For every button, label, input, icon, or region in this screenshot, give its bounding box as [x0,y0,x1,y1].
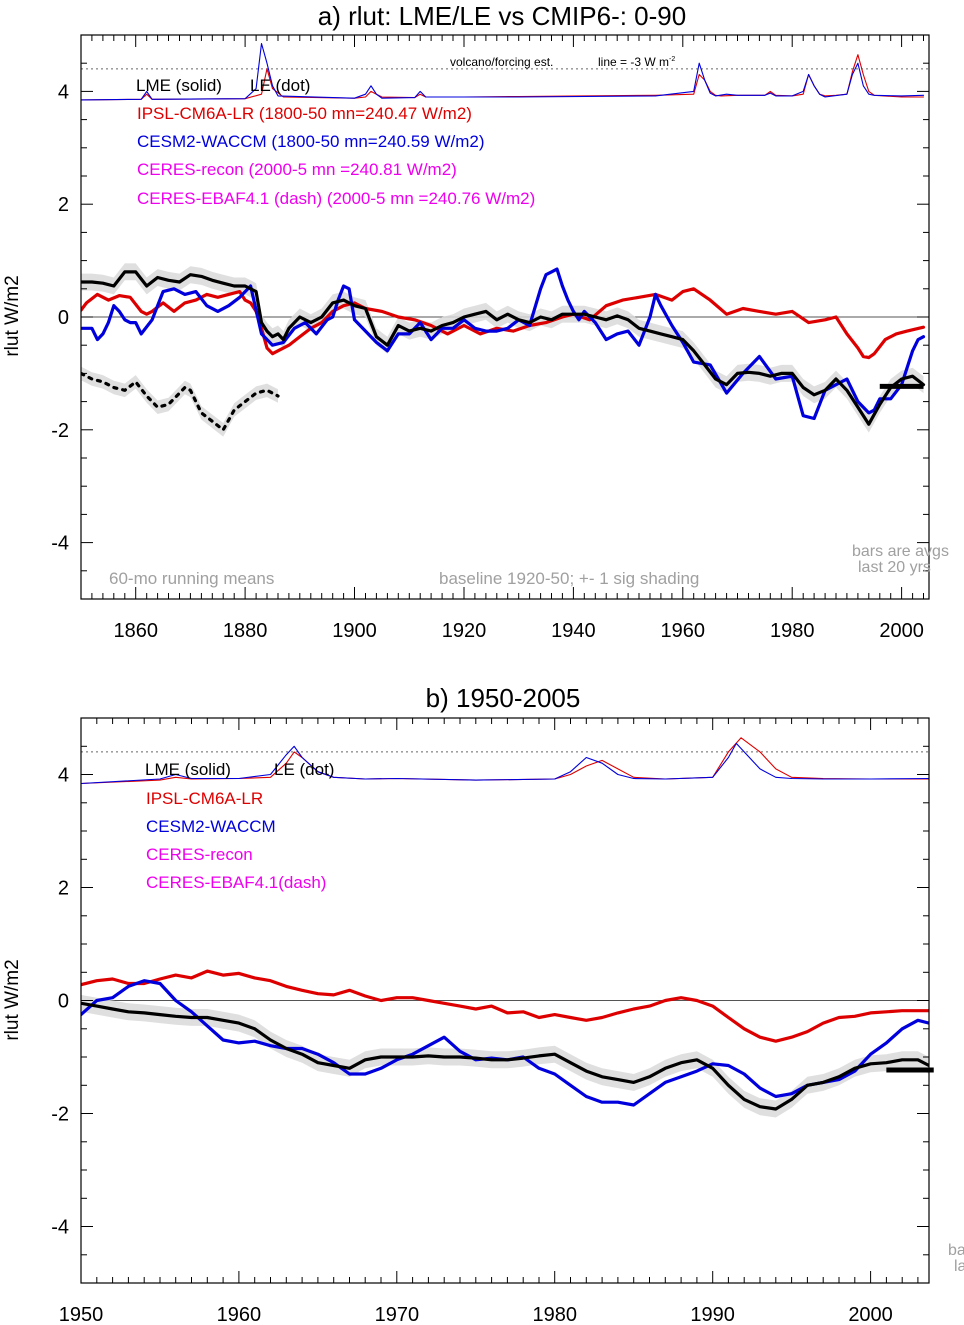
panel-b-title: b) 1950-2005 [426,683,581,713]
panel-a-volcano-note: volcano/forcing est. [450,55,553,69]
panel-b-ylabel: rlut W/m2 [2,959,23,1040]
panel-a-x-tick-labels: 1860 1880 1900 1920 1940 1960 1980 2000 [113,620,923,642]
legend-b-ipsl: IPSL-CM6A-LR [146,789,263,808]
panel-b-series-group [81,737,929,1118]
panel-a-line-note-sup: -2 [669,56,675,63]
y-tick-label: 2 [58,878,69,900]
series-line-cesm2-waccm [81,267,926,421]
x-tick-label: 1990 [690,1304,735,1325]
series-line-ipsl-cm6a-lr [81,969,929,1043]
y-tick-label: 4 [58,81,69,103]
y-tick-label: 0 [58,307,69,329]
panel-a-plot-area [81,42,929,437]
panel-a-title: a) rlut: LME/LE vs CMIP6-: 0-90 [318,1,686,31]
series-line-ipsl-cm6a-lr-volcano-forcing [81,737,929,785]
legend-a-ipsl: IPSL-CM6A-LR (1800-50 mn=240.47 W/m2) [137,104,472,123]
panel-b-bars-note-2: la [954,1258,964,1275]
panel-b-bars-note-1: ba [948,1242,964,1259]
x-tick-label: 1860 [113,620,158,642]
x-tick-label: 1960 [217,1304,262,1325]
y-tick-label: -4 [51,533,69,555]
legend-b-header-dot: LE (dot) [274,760,334,779]
panel-a-line-note: line = -3 W m-2 [598,55,675,69]
y-tick-label: 2 [58,194,69,216]
series-line-lme [81,270,926,426]
legend-a-ceres-recon: CERES-recon (2000-5 mn =240.81 W/m2) [137,160,457,179]
series-line-le [81,371,280,432]
panel-a-baseline-note: baseline 1920-50; +- 1 sig shading [439,569,699,588]
x-tick-label: 2000 [879,620,924,642]
panel-a-ticks [81,34,929,600]
legend-a-cesm2: CESM2-WACCM (1800-50 mn=240.59 W/m2) [137,132,485,151]
series-lme-shading [81,994,929,1118]
y-tick-label: -2 [51,420,69,442]
legend-a-header-dot: LE (dot) [250,76,310,95]
y-tick-label: -2 [51,1104,69,1126]
legend-b-header-solid: LME (solid) [145,760,231,779]
panel-b: b) 1950-2005 rlut W/m2 1950 1960 1970 1980 1… [2,683,964,1325]
x-tick-label: 1970 [375,1304,420,1325]
x-tick-label: 1900 [332,620,377,642]
series-lme-shading [81,263,924,433]
x-tick-label: 1920 [442,620,487,642]
legend-b-cesm2: CESM2-WACCM [146,817,276,836]
panel-a-bars-note-1: bars are avgs [852,543,949,560]
panel-a-line-note-text: line = -3 W m [598,55,669,69]
panel-b-plot-area [81,737,934,1118]
series-line-cesm2-waccm-volcano-forcing [81,42,925,101]
series-line-lme [81,1001,929,1111]
x-tick-label: 1880 [223,620,268,642]
series-line-cesm2-waccm-volcano-forcing [81,742,929,785]
x-tick-label: 1980 [532,1304,577,1325]
y-tick-label: 4 [58,765,69,787]
y-tick-label: -4 [51,1217,69,1239]
panel-a-bars-note-2: last 20 yrs [858,559,931,576]
series-line-ipsl-cm6a-lr [81,287,926,360]
panel-a-ylabel: rlut W/m2 [2,275,23,356]
legend-b-ceres-ebaf: CERES-EBAF4.1(dash) [146,873,326,892]
legend-a-ceres-ebaf: CERES-EBAF4.1 (dash) (2000-5 mn =240.76 … [137,189,535,208]
series-le-shading [81,366,278,437]
panel-a-running-mean-note: 60-mo running means [109,569,274,588]
x-tick-label: 1940 [551,620,596,642]
panel-b-x-tick-labels: 1950 1960 1970 1980 1990 2000 [59,1304,893,1325]
panel-b-y-tick-labels: 4 2 0 -2 -4 [51,765,69,1239]
legend-a-header-solid: LME (solid) [136,76,222,95]
x-tick-label: 1950 [59,1304,104,1325]
legend-b-ceres-recon: CERES-recon [146,845,253,864]
x-tick-label: 1960 [661,620,706,642]
x-tick-label: 1980 [770,620,815,642]
panel-a-series-group [81,42,929,437]
panel-b-ticks [80,717,929,1284]
panel-a-y-tick-labels: 4 2 0 -2 -4 [51,81,69,554]
panel-a: a) rlut: LME/LE vs CMIP6-: 0-90 rlut W/m… [2,1,949,642]
y-tick-label: 0 [58,991,69,1013]
x-tick-label: 2000 [848,1304,893,1325]
